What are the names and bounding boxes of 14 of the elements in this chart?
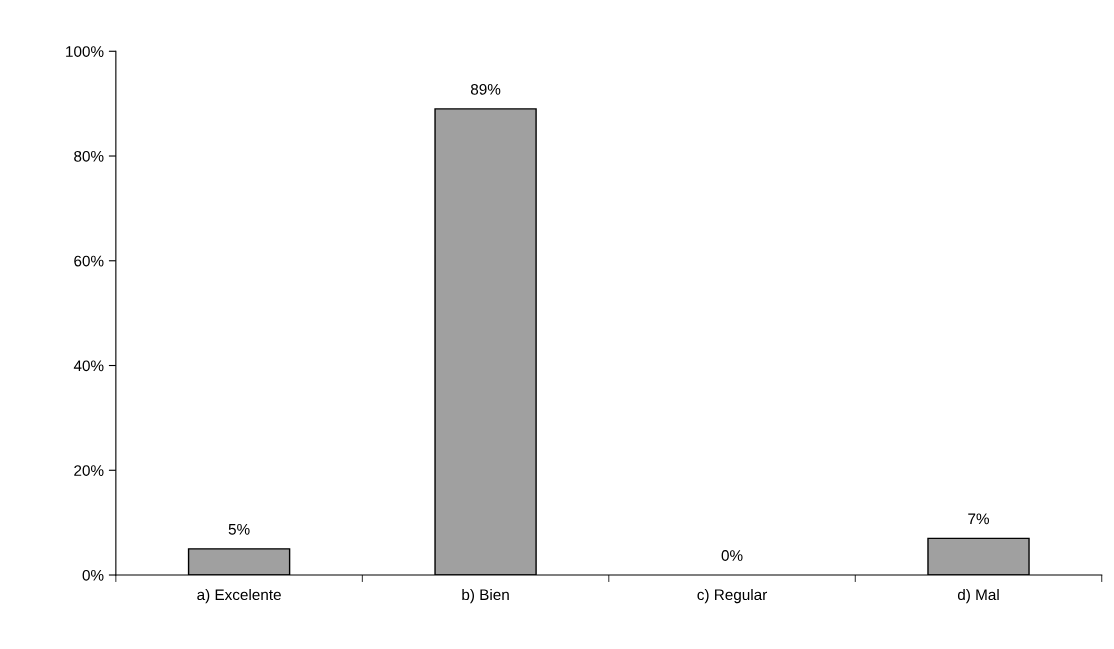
data-label: 7%: [968, 513, 990, 525]
y-tick-label: 40%: [73, 360, 104, 372]
x-tick-label: c) Regular: [697, 588, 768, 604]
x-tick-label: a) Excelente: [197, 588, 281, 604]
y-tick-label: 20%: [74, 465, 104, 476]
data-label: 5%: [228, 523, 250, 535]
x-tick-label: d) Mal: [957, 588, 999, 604]
x-tick-label: b) Bien: [462, 588, 509, 604]
y-tick-label: 0%: [82, 569, 104, 581]
data-label: 89%: [470, 83, 501, 95]
y-tick-label: 80%: [74, 150, 104, 162]
y-tick-label: 60%: [74, 255, 104, 267]
y-tick-label: 100%: [66, 46, 104, 57]
data-label: 0%: [721, 550, 743, 561]
